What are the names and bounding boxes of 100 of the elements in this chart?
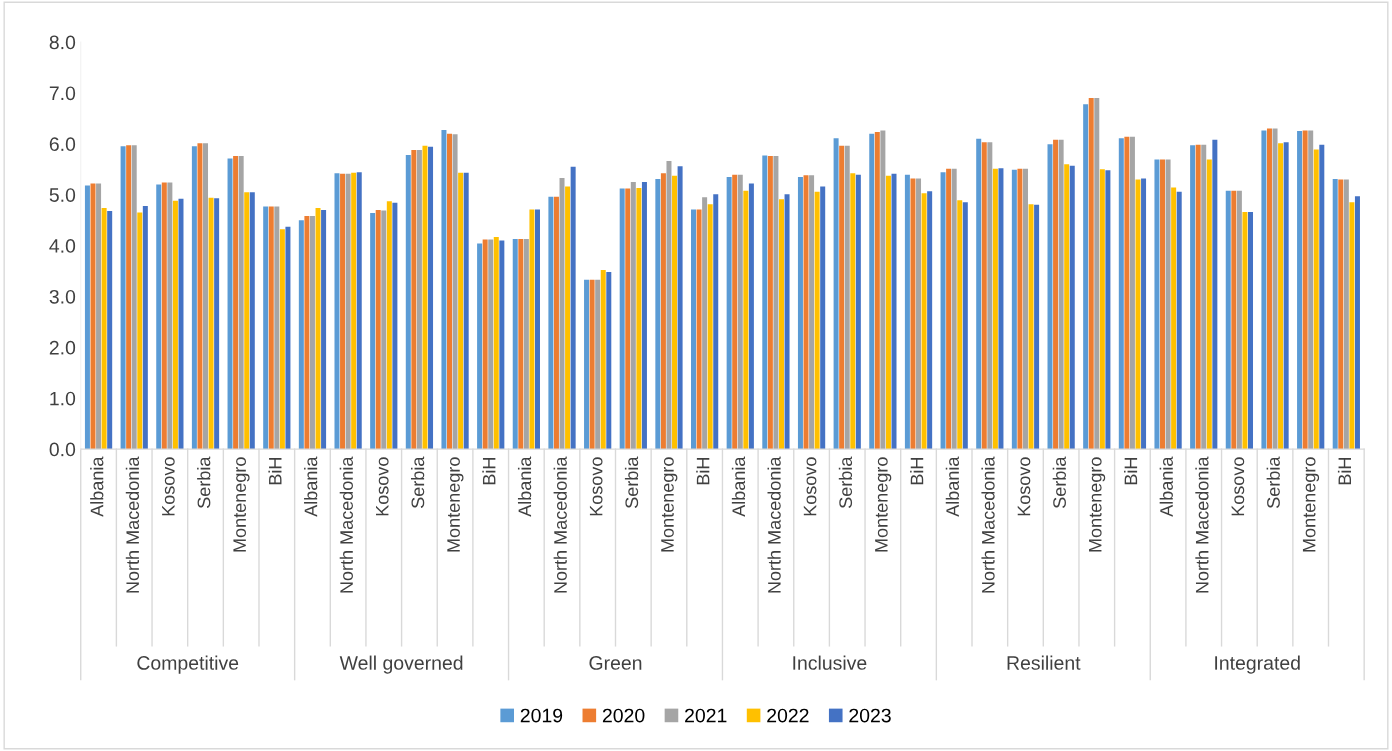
bar [904,174,910,450]
bar [619,188,625,450]
bar [951,168,957,450]
bar [1069,165,1075,450]
bar [463,172,469,450]
bar [1266,128,1272,450]
bar [428,146,434,450]
bar [677,166,683,450]
bar [518,238,524,450]
bar [707,204,713,450]
bar [499,240,505,450]
bar [636,188,642,450]
text: Green [589,656,642,670]
bar [304,216,310,450]
bar [375,209,381,450]
bar [1248,212,1254,450]
bar [1171,187,1177,450]
text: Well governed [339,655,463,674]
bar [559,177,565,450]
bar [214,198,220,450]
bar [655,178,661,450]
bar [238,156,244,450]
x-tick-label: Montenegro [875,457,892,552]
x-tick-label: Montenegro [1089,457,1106,552]
bar [1201,144,1207,450]
bar [1332,178,1338,450]
y-tick-label: 8.0 [49,35,76,50]
bar [1154,159,1160,450]
bar [1236,190,1242,450]
bar [381,210,387,450]
bar [1349,202,1355,450]
bar [927,191,933,450]
bar [356,172,362,450]
bar [625,188,631,450]
bar [1206,159,1212,450]
x-tick-label: BiH [268,458,282,485]
bar [279,229,285,450]
bar [1354,196,1360,450]
bar [641,181,647,450]
y-tick-label: 2.0 [49,340,76,355]
bar [263,206,269,450]
bar [1302,130,1308,450]
bar [869,133,875,450]
x-tick-label: BiH [482,458,496,485]
bar [762,155,768,450]
bar [107,210,113,450]
bar [1190,145,1196,450]
bar [1225,190,1231,450]
x-tick-label: Albania [945,456,960,517]
bar [589,279,595,450]
bar [891,173,897,450]
bar [197,143,203,450]
bar [1058,139,1064,450]
y-tick-label: 7.0 [49,86,76,101]
bar [96,183,102,450]
bar [178,198,184,450]
bar [1313,149,1319,450]
x-tick-label: Albania [731,456,746,517]
bar [1088,98,1094,450]
bar [386,201,392,450]
bar [529,209,535,450]
bar [285,226,291,450]
bar [1212,139,1218,450]
x-tick-label: Serbia [1052,456,1066,508]
bar [1176,191,1182,450]
bar [274,206,280,450]
bar [940,172,946,450]
bar [600,270,606,450]
bar [411,149,417,450]
bar [1011,169,1017,450]
bar [916,178,922,450]
bar [570,166,576,450]
bar [315,207,321,450]
bar [101,207,107,450]
bar [732,174,738,450]
bar [1278,143,1284,450]
bar [298,220,304,450]
bar [208,197,214,450]
bar [1129,136,1135,450]
bar [874,132,880,450]
bar [839,145,845,450]
bar [672,175,678,450]
x-tick-label: Kosovo [1231,457,1245,516]
bar [340,173,346,450]
x-tick-label: North Macedonia [1195,456,1209,593]
bar [167,182,173,450]
bar [548,196,554,450]
bar [833,138,839,450]
bar [156,184,162,450]
bar [696,209,702,450]
bar [844,145,850,450]
bar [351,172,357,450]
bar [1083,104,1089,450]
bar [855,174,861,450]
bar [814,191,820,450]
x-tick-label: Serbia [411,456,425,508]
bar [1272,128,1278,450]
text: Resilient [1007,655,1081,670]
bar [370,213,376,450]
bar [227,158,233,450]
